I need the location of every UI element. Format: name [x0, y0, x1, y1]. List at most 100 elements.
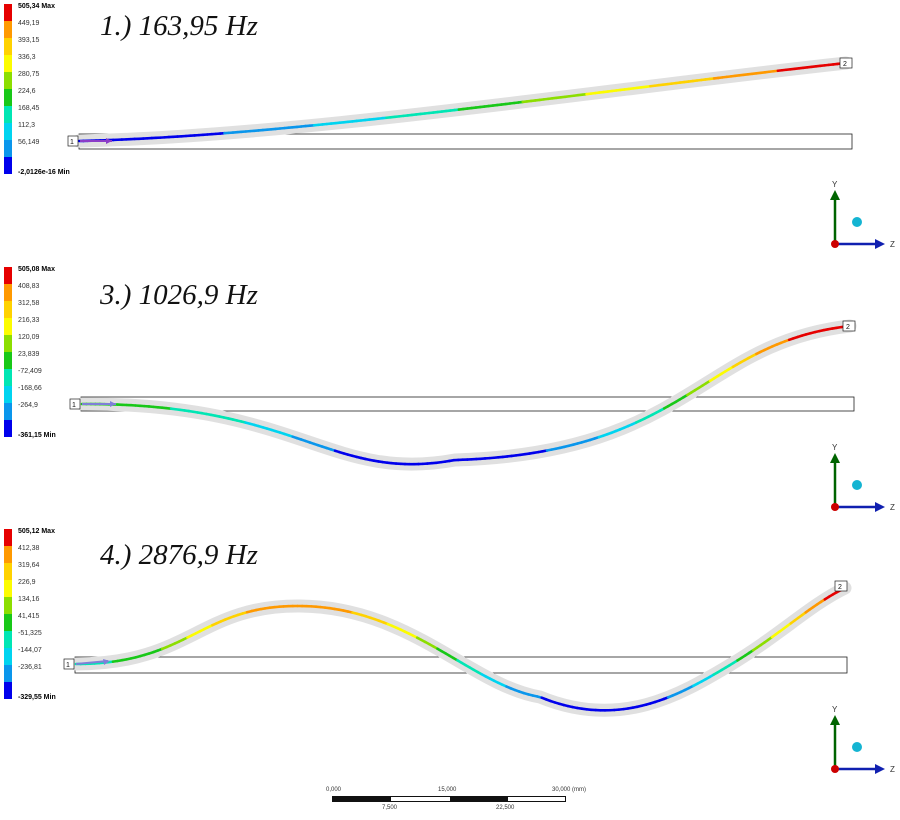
deformed-shape-halo	[75, 319, 857, 471]
mode-title: 3.) 1026,9 Hz	[100, 279, 258, 311]
legend-swatch	[4, 597, 12, 614]
legend-swatch	[4, 4, 12, 21]
node-label-start: 1	[72, 402, 76, 409]
start-arrow-head	[103, 659, 110, 665]
legend-label: 412,38	[18, 545, 40, 552]
node-marker-end	[834, 580, 848, 592]
view-sphere	[852, 480, 862, 490]
legend-swatch	[4, 157, 12, 174]
z-axis-arrow	[875, 502, 885, 512]
color-legend: 505,12 Max 412,38 319,64 226,9 134,16 41,415 -…	[4, 528, 74, 701]
legend-swatch	[4, 420, 12, 437]
node-label-start: 1	[70, 139, 74, 146]
y-axis-label: Y	[832, 180, 838, 189]
legend-label: 505,12 Max	[18, 528, 55, 535]
start-arrow	[75, 660, 109, 665]
y-axis-label: Y	[832, 705, 838, 714]
legend-label: -329,55 Min	[18, 694, 56, 701]
scale-label: 30,000 (mm)	[552, 787, 587, 793]
coordinate-triad: Y Z	[830, 443, 895, 512]
legend-swatch	[4, 21, 12, 38]
mode-title: 1.) 163,95 Hz	[100, 10, 258, 42]
scale-label: 7,500	[382, 805, 398, 811]
legend-swatch	[4, 369, 12, 386]
legend-label: 56,149	[18, 139, 40, 146]
mode-title: 4.) 2876,9 Hz	[100, 539, 258, 571]
legend-swatch	[4, 386, 12, 403]
legend-swatch	[4, 682, 12, 699]
start-arrow-head	[110, 401, 116, 407]
legend-swatch	[4, 123, 12, 140]
legend-label: -72,409	[18, 368, 42, 375]
scale-label: 0,000	[326, 787, 342, 793]
legend-label: 393,15	[18, 37, 40, 44]
color-legend: 505,08 Max 408,83 312,58 216,33 120,09 23,839…	[4, 266, 74, 439]
deformed-shape	[74, 586, 847, 712]
node-marker-end	[839, 57, 853, 69]
legend-label: 112,3	[18, 122, 35, 129]
z-axis-label: Z	[890, 240, 895, 249]
legend-label: 120,09	[18, 334, 40, 341]
legend-label: 216,33	[18, 317, 40, 324]
legend-swatch	[4, 631, 12, 648]
deformed-shape-halo	[72, 56, 853, 148]
legend-label: 226,9	[18, 579, 36, 586]
legend-label: 336,3	[18, 54, 36, 61]
y-axis-label: Y	[832, 443, 838, 452]
scale-segment	[332, 796, 391, 802]
origin-dot	[831, 503, 839, 511]
legend-swatch	[4, 529, 12, 546]
legend-swatch	[4, 665, 12, 682]
z-axis-arrow	[875, 764, 885, 774]
legend-swatch	[4, 55, 12, 72]
y-axis-arrow	[830, 715, 840, 725]
legend-swatch	[4, 546, 12, 563]
deformed-shape	[80, 324, 852, 466]
mode-shape-plot: 1 2 Y Z	[63, 580, 895, 774]
scale-label: 15,000	[438, 787, 457, 793]
legend-swatch	[4, 267, 12, 284]
legend-swatch	[4, 563, 12, 580]
legend-label: 224,6	[18, 88, 36, 95]
legend-label: 23,839	[18, 351, 40, 358]
node-marker-start	[63, 658, 75, 670]
z-axis-label: Z	[890, 503, 895, 512]
legend-label: 280,75	[18, 71, 40, 78]
view-sphere	[852, 742, 862, 752]
legend-label: -236,81	[18, 664, 42, 671]
legend-label: 449,19	[18, 20, 40, 27]
node-label-start: 1	[66, 662, 70, 669]
legend-swatch	[4, 580, 12, 597]
scale-segment	[391, 796, 450, 802]
z-axis-arrow	[875, 239, 885, 249]
scale-segment	[508, 796, 566, 802]
legend-swatch	[4, 614, 12, 631]
legend-swatch	[4, 318, 12, 335]
mode-panel-1: 505,34 Max 449,19 393,15 336,3 280,75 224,6 16…	[0, 0, 900, 265]
color-legend: 505,34 Max 449,19 393,15 336,3 280,75 224,6 16…	[4, 3, 74, 176]
legend-label: -361,15 Min	[18, 432, 56, 439]
legend-label: 408,83	[18, 283, 40, 290]
legend-label: -2,0126e-16 Min	[18, 169, 70, 176]
legend-label: 41,415	[18, 613, 40, 620]
legend-label: 505,08 Max	[18, 266, 55, 273]
legend-label: 168,45	[18, 105, 40, 112]
legend-swatch	[4, 301, 12, 318]
y-axis-arrow	[830, 453, 840, 463]
y-axis-arrow	[830, 190, 840, 200]
legend-swatch	[4, 284, 12, 301]
legend-label: 319,64	[18, 562, 40, 569]
legend-swatch	[4, 72, 12, 89]
node-marker-start	[69, 398, 81, 410]
legend-swatch	[4, 140, 12, 157]
legend-label: 134,16	[18, 596, 40, 603]
node-marker-end	[842, 320, 856, 332]
legend-label: -144,07	[18, 647, 42, 654]
deformed-shape-halo	[69, 581, 852, 717]
z-axis-label: Z	[890, 765, 895, 774]
mode-panel-3: 505,08 Max 408,83 312,58 216,33 120,09 23,839…	[0, 263, 900, 528]
legend-label: 505,34 Max	[18, 3, 55, 10]
legend-swatch	[4, 89, 12, 106]
node-marker-start	[67, 135, 79, 147]
scale-bar: 0,000 15,000 30,000 (mm) 7,500 22,500	[320, 787, 600, 817]
